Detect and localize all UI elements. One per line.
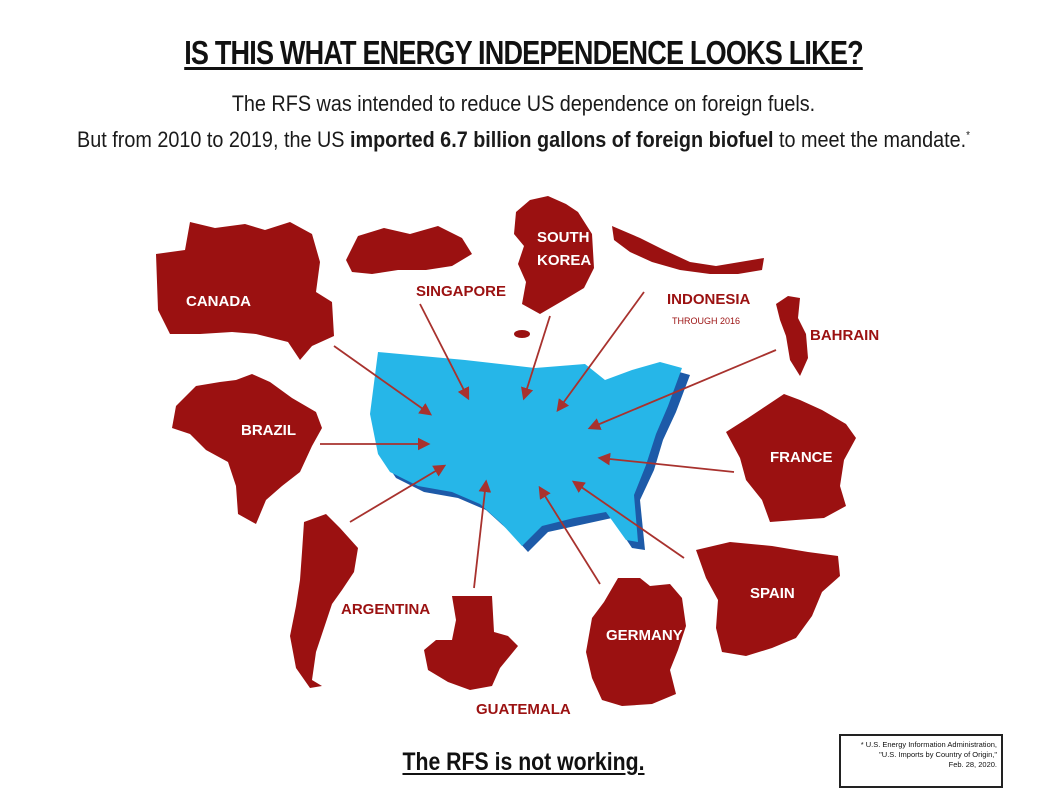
label-germany: GERMANY [606,627,683,644]
import-map: CANADA SINGAPORE SOUTH KOREA INDONESIA T… [156,196,879,718]
canada-shape [156,222,334,360]
arrow-singapore [419,303,470,401]
import-arrows [320,291,777,589]
label-canada: CANADA [186,293,251,310]
arrow-germany [538,485,601,585]
label-argentina: ARGENTINA [341,601,430,618]
label-spain: SPAIN [750,585,795,602]
source-box: * U.S. Energy Information Administration… [839,734,1003,788]
arrow-south-korea [521,315,551,401]
south-korea-shape [514,196,594,314]
jeju-island-shape [514,330,530,338]
arrow-bahrain [587,349,777,430]
label-indonesia-note: THROUGH 2016 [672,316,740,326]
arrow-indonesia [556,291,645,413]
arrow-spain [571,480,685,559]
subtitle-line-2-pre: But from 2010 to 2019, the US [77,127,350,152]
arrow-argentina [349,464,447,523]
source-line-2: "U.S. Imports by Country of Origin," [879,750,997,759]
indonesia-shape [612,226,764,274]
germany-shape [586,578,686,706]
bahrain-shape [776,296,808,376]
subtitle-line-2-bold: imported 6.7 billion gallons of foreign … [349,127,774,152]
source-line-1: * U.S. Energy Information Administration… [860,740,997,749]
subtitle-line-2: But from 2010 to 2019, the US imported 6… [52,127,994,153]
france-shape [726,394,856,522]
arrow-canada [333,345,433,416]
arrow-france [597,452,735,473]
subtitle-line-1: The RFS was intended to reduce US depend… [231,91,816,116]
spain-shape [696,542,840,656]
label-south-korea-1: SOUTH [537,229,590,246]
source-line-3: Feb. 28, 2020. [948,760,997,769]
usa-shape [370,352,682,546]
footer-statement: The RFS is not working. [402,748,645,776]
subtitle-line-2-post: to meet the mandate. [773,127,967,152]
footnote-mark: * [966,129,970,142]
singapore-shape [346,226,472,274]
label-singapore: SINGAPORE [416,283,506,300]
label-indonesia: INDONESIA [667,291,751,308]
guatemala-shape [424,596,518,690]
label-guatemala: GUATEMALA [476,701,571,718]
brazil-shape [172,374,322,524]
label-brazil: BRAZIL [241,422,296,439]
arrow-guatemala [473,479,492,589]
argentina-shape [290,514,358,688]
label-south-korea-2: KOREA [537,252,591,269]
page-title: IS THIS WHAT ENERGY INDEPENDENCE LOOKS L… [184,34,863,71]
label-bahrain: BAHRAIN [810,327,879,344]
label-france: FRANCE [770,449,833,466]
